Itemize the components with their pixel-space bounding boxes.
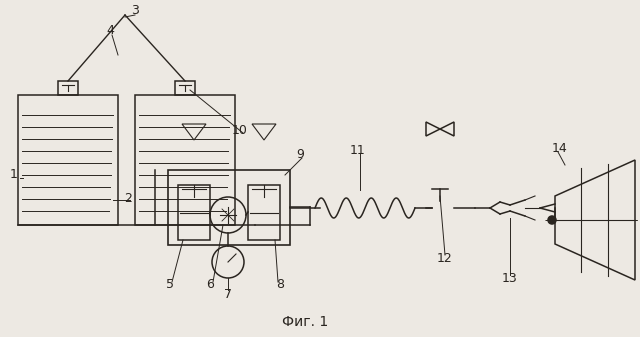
Bar xyxy=(175,81,195,95)
Text: 4: 4 xyxy=(106,24,114,36)
Text: Фиг. 1: Фиг. 1 xyxy=(282,315,328,329)
Bar xyxy=(178,185,210,240)
Text: 12: 12 xyxy=(437,251,453,265)
Bar xyxy=(248,185,280,240)
Text: 10: 10 xyxy=(232,123,248,136)
Bar xyxy=(58,81,78,95)
Text: 6: 6 xyxy=(206,278,214,292)
Bar xyxy=(18,95,118,225)
Text: 13: 13 xyxy=(502,272,518,284)
Text: 11: 11 xyxy=(350,144,366,156)
Text: 14: 14 xyxy=(552,142,568,154)
Circle shape xyxy=(548,216,556,224)
Text: 3: 3 xyxy=(131,3,139,17)
Text: 7: 7 xyxy=(224,288,232,302)
Bar xyxy=(135,95,235,225)
Text: 1: 1 xyxy=(10,168,18,182)
Bar xyxy=(168,170,290,245)
Text: 8: 8 xyxy=(276,278,284,292)
Text: 2: 2 xyxy=(124,191,132,205)
Text: 9: 9 xyxy=(296,149,304,161)
Text: 5: 5 xyxy=(166,278,174,292)
